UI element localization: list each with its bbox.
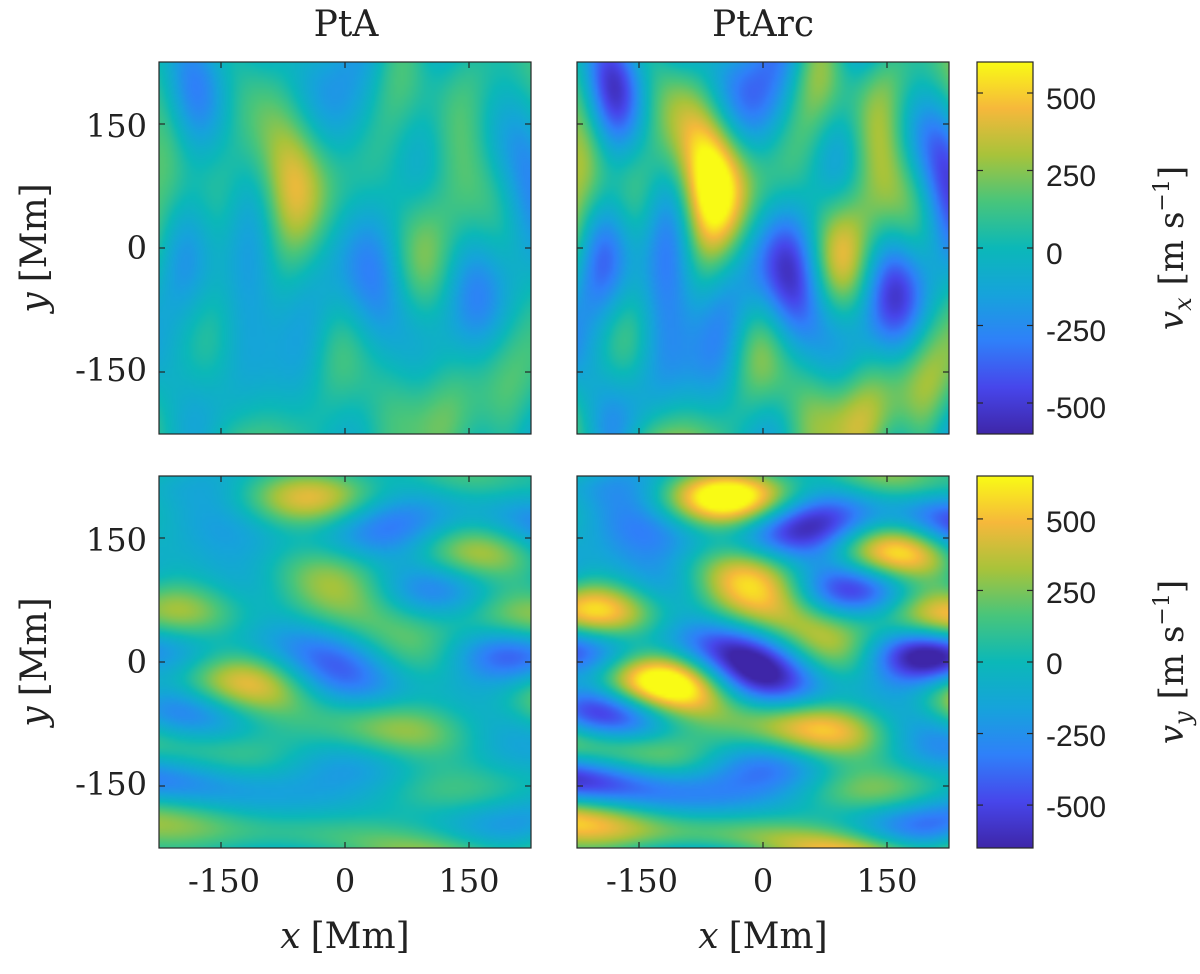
x-axis-var: x bbox=[698, 916, 718, 957]
panel-vy-ptarc bbox=[576, 475, 950, 849]
column-title-ptarc: PtArc bbox=[712, 4, 814, 45]
x-axis-unit: [Mm] bbox=[311, 916, 410, 957]
colorbar-tick-label: -250 bbox=[1046, 315, 1106, 348]
x-tick-label: 0 bbox=[753, 862, 773, 900]
colorbar-unit-exponent: −1 bbox=[1150, 593, 1175, 625]
colorbar-vx bbox=[976, 61, 1034, 435]
colorbar-label-vy: vy [m s−1] bbox=[1150, 580, 1197, 744]
colorbar-unit: [m s bbox=[1152, 212, 1192, 286]
panel-vx-pta bbox=[158, 61, 532, 435]
y-axis-label-bottom: y [Mm] bbox=[14, 597, 55, 728]
colorbar-unit-close: ] bbox=[1152, 166, 1192, 179]
y-axis-label-top: y [Mm] bbox=[14, 183, 55, 314]
x-tick-label: 150 bbox=[856, 862, 917, 900]
colorbar-var: v bbox=[1152, 725, 1192, 744]
y-tick-label: 150 bbox=[86, 521, 147, 559]
x-tick-label: 0 bbox=[335, 862, 355, 900]
colorbar-unit-close: ] bbox=[1152, 580, 1192, 593]
heatmap-vx-pta bbox=[159, 62, 531, 434]
colorbar-tick-label: 500 bbox=[1046, 506, 1096, 539]
x-tick-label: -150 bbox=[606, 862, 678, 900]
colorbar-tick-marks bbox=[977, 92, 1033, 806]
colorbar-tick-label: 250 bbox=[1046, 577, 1096, 610]
y-tick-label: -150 bbox=[75, 765, 147, 803]
y-tick-label: -150 bbox=[75, 351, 147, 389]
heatmap-vy-ptarc bbox=[577, 476, 949, 848]
colorbar-tick-label: 0 bbox=[1046, 238, 1063, 271]
panel-vx-ptarc bbox=[576, 61, 950, 435]
colorbar-tick-label: -500 bbox=[1046, 392, 1106, 425]
x-tick-label: 150 bbox=[438, 862, 499, 900]
y-axis-var: y bbox=[14, 292, 55, 315]
colorbar-vy bbox=[976, 475, 1034, 849]
heatmap-vy-pta bbox=[159, 476, 531, 848]
colorbar-var: v bbox=[1152, 311, 1192, 330]
x-axis-var: x bbox=[280, 916, 300, 957]
y-axis-unit: [Mm] bbox=[14, 183, 55, 282]
colorbar-tick-label: -500 bbox=[1046, 791, 1106, 824]
y-axis-unit: [Mm] bbox=[14, 597, 55, 696]
colorbar-tick-label: -250 bbox=[1046, 720, 1106, 753]
colorbar-unit: [m s bbox=[1152, 626, 1192, 700]
colorbar-subscript: x bbox=[1169, 297, 1197, 311]
x-axis-unit: [Mm] bbox=[729, 916, 828, 957]
colorbar-unit-exponent: −1 bbox=[1150, 179, 1175, 211]
y-tick-label: 0 bbox=[127, 643, 147, 681]
x-tick-label: -150 bbox=[188, 862, 260, 900]
panel-vy-pta bbox=[158, 475, 532, 849]
colorbar-tick-label: 250 bbox=[1046, 160, 1096, 193]
y-tick-label: 0 bbox=[127, 229, 147, 267]
colorbar-label-vx: vx [m s−1] bbox=[1150, 166, 1197, 330]
heatmap-vx-ptarc bbox=[577, 62, 949, 434]
x-axis-label-left: x [Mm] bbox=[280, 916, 409, 957]
colorbar-subscript: y bbox=[1169, 711, 1197, 726]
colorbar-tick-label: 0 bbox=[1046, 648, 1063, 681]
column-title-pta: PtA bbox=[314, 4, 380, 45]
colorbar-tick-label: 500 bbox=[1046, 83, 1096, 116]
x-axis-label-right: x [Mm] bbox=[698, 916, 827, 957]
y-tick-label: 150 bbox=[86, 107, 147, 145]
y-axis-var: y bbox=[14, 706, 55, 729]
tick-marks bbox=[159, 62, 949, 848]
